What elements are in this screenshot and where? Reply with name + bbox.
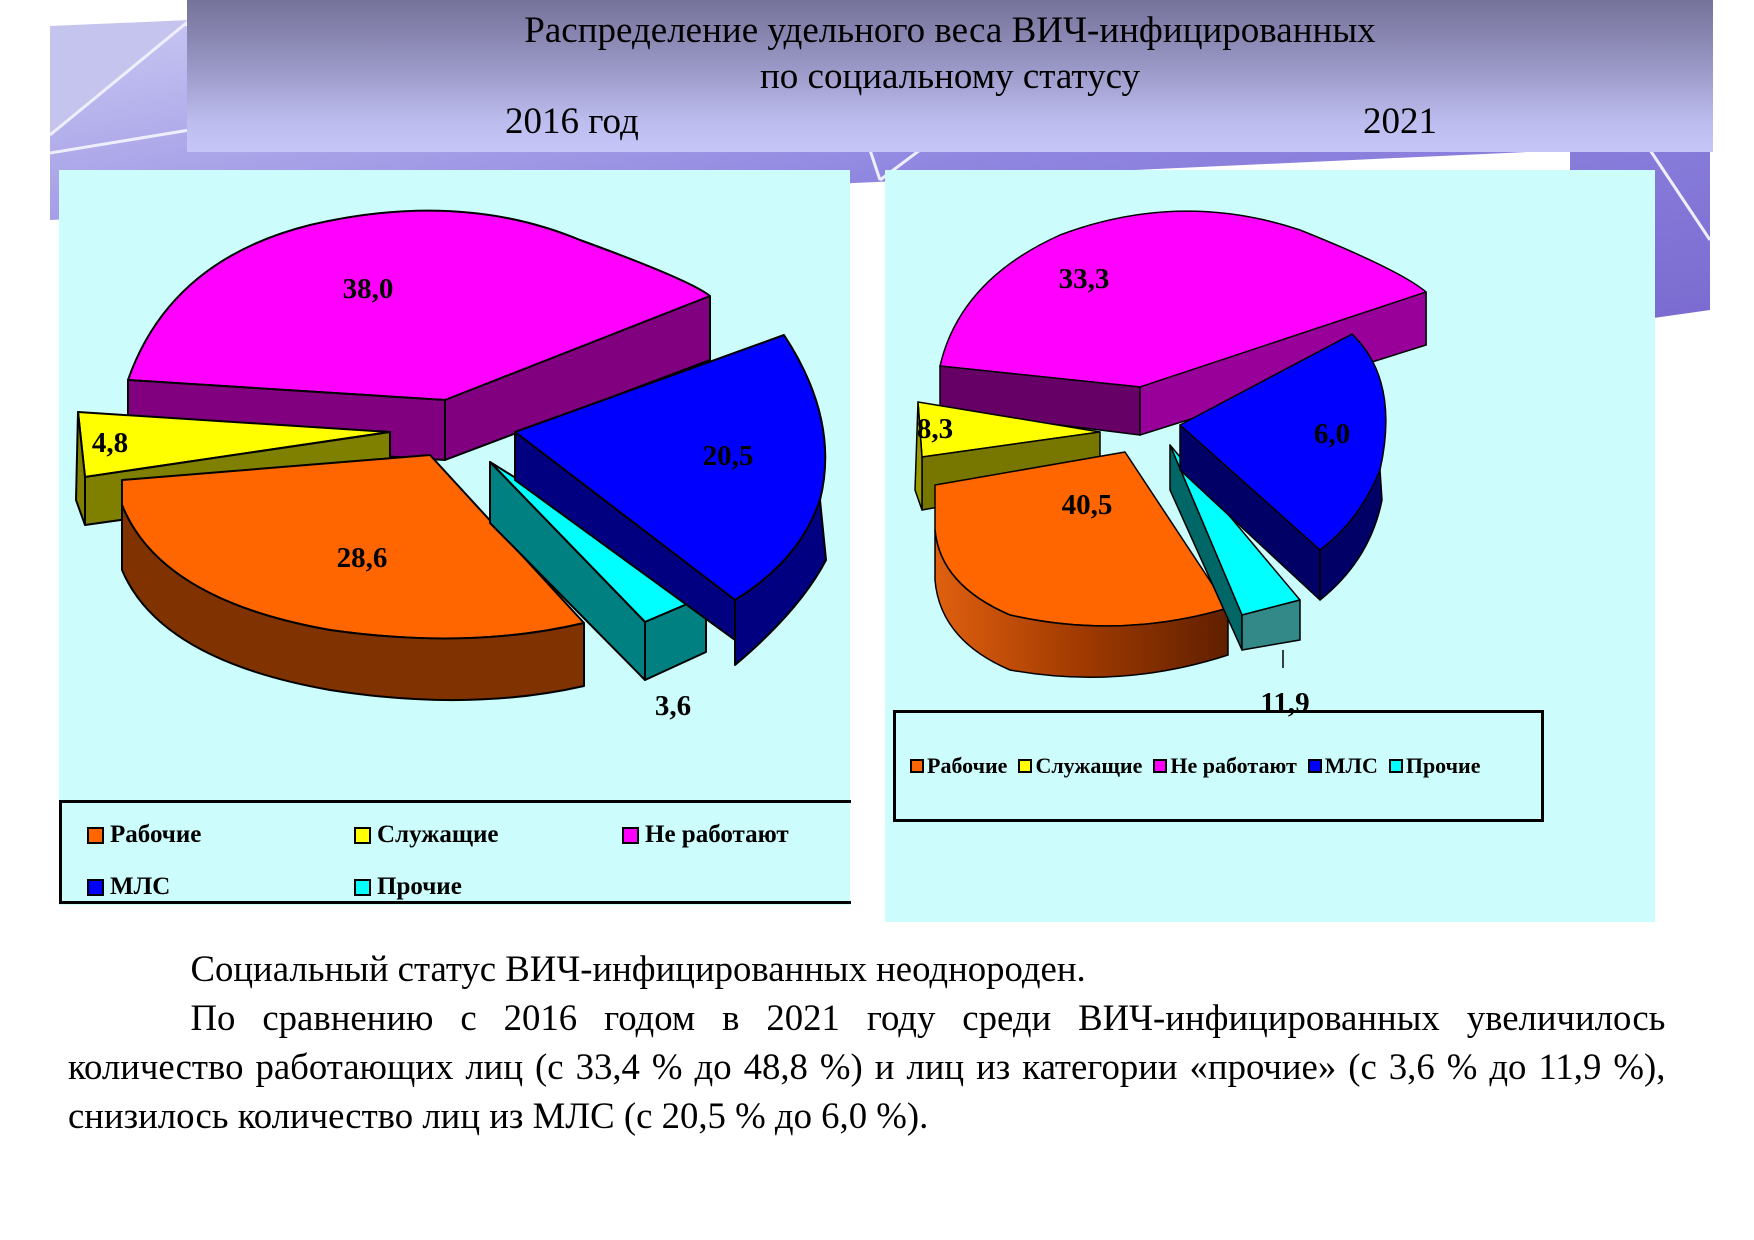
legend-swatch-magenta [622,826,639,844]
legend-swatch-blue [1307,759,1322,773]
legend-swatch-cyan [1388,759,1403,773]
chart-title-line2: по социальному статусу [759,56,1141,97]
body-text: Социальный статус ВИЧ-инфицированных нео… [68,945,1665,1141]
slice-label-ne-rabotayut-2016: 38,0 [343,273,394,305]
chart-panel-2016: 38,0 4,8 20,5 28,6 3,6 [59,170,850,905]
slice-label-rabochie-2021: 40,5 [1062,489,1113,521]
legend-item-rabochie: Рабочие [910,753,1007,779]
pie-chart-2021: 33,3 8,3 6,0 40,5 11,9 [914,210,1427,719]
paragraph-1: Социальный статус ВИЧ-инфицированных нео… [190,949,1086,990]
legend-item-mls: МЛС [87,873,170,901]
slice-label-rabochie-2016: 28,6 [337,542,388,574]
legend-swatch-blue [87,878,104,896]
slice-label-sluzhashchie-2021: 8,3 [917,413,953,445]
legend-2021: Рабочие Служащие Не работают МЛС Прочие [893,710,1544,822]
legend-item-ne-rabotayut: Не работают [1153,753,1297,779]
legend-swatch-yellow [354,826,371,844]
legend-swatch-cyan [354,878,371,896]
legend-swatch-yellow [1018,759,1033,773]
slice-label-prochie-2016: 3,6 [655,690,691,722]
legend-item-ne-rabotayut: Не работают [622,821,789,849]
legend-item-rabochie: Рабочие [87,821,201,849]
legend-item-mls: МЛС [1307,753,1378,779]
slice-label-ne-rabotayut-2021: 33,3 [1059,263,1110,295]
legend-swatch-magenta [1153,759,1168,773]
paragraph-2: По сравнению с 2016 годом в 2021 году ср… [68,998,1666,1137]
legend-item-sluzhashchie: Служащие [354,821,498,849]
slice-label-sluzhashchie-2016: 4,8 [92,427,128,459]
legend-item-prochie: Прочие [354,873,462,901]
title-band: Распределение удельного веса ВИЧ-инфицир… [187,0,1713,152]
legend-item-sluzhashchie: Служащие [1018,753,1142,779]
pie-chart-2016: 38,0 4,8 20,5 28,6 3,6 [75,209,827,722]
slice-label-mls-2016: 20,5 [703,440,754,472]
legend-swatch-orange [87,826,104,844]
chart-title-line1: Распределение удельного веса ВИЧ-инфицир… [524,10,1376,51]
legend-2016: Рабочие Служащие Не работают МЛС Прочие [59,800,851,904]
legend-swatch-orange [910,759,924,773]
chart-panel-2021: 33,3 8,3 6,0 40,5 11,9 Рабочие Служащие … [885,170,1655,922]
legend-item-prochie: Прочие [1388,753,1480,779]
year-label-2021: 2021 [1363,101,1437,142]
legend-row-2021: Рабочие Служащие Не работают МЛС Прочие [910,753,1480,779]
year-label-2016: 2016 год [505,101,639,142]
slice-label-prochie-2021: 11,9 [1260,687,1309,719]
slice-label-mls-2021: 6,0 [1314,418,1350,450]
